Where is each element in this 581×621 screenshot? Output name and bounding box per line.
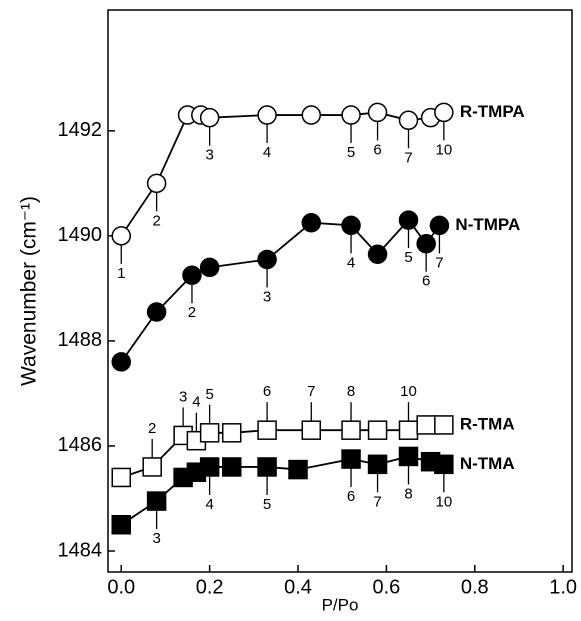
annotation: 2	[148, 420, 156, 437]
series-label: R-TMA	[460, 414, 515, 433]
marker	[199, 107, 220, 128]
annotation: 3	[179, 388, 187, 405]
marker	[146, 173, 167, 194]
marker	[146, 491, 167, 511]
marker	[182, 265, 202, 285]
annotation: 5	[263, 496, 271, 513]
annotation: 6	[347, 488, 355, 505]
marker	[434, 454, 454, 475]
y-tick-label: 1484	[58, 539, 103, 561]
marker	[416, 415, 436, 435]
marker	[301, 212, 322, 233]
marker	[367, 420, 388, 440]
x-tick-label: 0.6	[372, 576, 400, 598]
marker	[416, 233, 436, 254]
x-axis-label: P/Po	[322, 595, 359, 614]
marker	[398, 110, 419, 131]
marker	[301, 420, 322, 440]
marker	[257, 457, 277, 477]
annotation: 1	[117, 265, 125, 282]
annotation: 4	[263, 144, 271, 161]
marker	[341, 420, 361, 440]
annotation: 3	[152, 530, 160, 547]
marker	[288, 459, 308, 480]
marker	[199, 423, 220, 443]
annotation: 8	[347, 383, 355, 400]
annotation: 6	[263, 383, 271, 400]
marker	[398, 446, 419, 467]
annotation: 5	[404, 249, 412, 266]
series-line	[120, 111, 445, 237]
annotation: 8	[404, 485, 412, 502]
marker	[434, 415, 454, 435]
annotation: 7	[307, 383, 315, 400]
marker	[111, 226, 132, 246]
annotation: 2	[188, 304, 196, 321]
annotation: 7	[373, 493, 381, 510]
marker	[199, 257, 220, 278]
marker	[367, 244, 388, 264]
series-label: R-TMPA	[460, 102, 525, 121]
marker	[111, 352, 132, 372]
marker	[257, 105, 277, 125]
annotation: 3	[263, 288, 271, 305]
annotation: 6	[373, 141, 381, 158]
annotation: 4	[192, 394, 200, 411]
y-tick-label: 1490	[58, 224, 103, 246]
marker	[221, 423, 242, 443]
x-tick-label: 0.0	[107, 576, 135, 598]
marker	[367, 102, 388, 123]
y-tick-label: 1488	[58, 329, 103, 351]
marker	[341, 215, 361, 236]
annotation: 7	[435, 254, 443, 271]
annotation: 10	[436, 493, 453, 510]
marker	[434, 102, 454, 123]
series-line	[120, 424, 444, 479]
marker	[221, 457, 242, 477]
x-tick-label: 0.8	[461, 576, 489, 598]
annotation: 7	[404, 149, 412, 166]
marker	[199, 457, 220, 477]
annotation: 10	[436, 141, 453, 158]
annotation: 6	[422, 273, 430, 290]
marker	[257, 249, 277, 270]
annotation: 2	[152, 212, 160, 229]
x-tick-label: 1.0	[549, 576, 577, 598]
plot-frame	[107, 9, 573, 573]
marker	[341, 105, 361, 125]
series-label: N-TMA	[460, 454, 515, 473]
marker	[301, 105, 322, 125]
x-tick-label: 0.4	[284, 576, 312, 598]
annotation: 4	[205, 496, 213, 513]
marker	[398, 420, 419, 440]
marker	[146, 302, 167, 322]
annotation: 5	[347, 144, 355, 161]
series-line	[120, 218, 441, 363]
marker	[341, 449, 361, 469]
annotation: 10	[400, 383, 417, 400]
annotation: 3	[205, 147, 213, 164]
annotation: 5	[205, 386, 213, 403]
y-tick-label: 1486	[58, 434, 103, 456]
marker	[429, 215, 450, 236]
series-line	[120, 455, 445, 526]
y-tick-label: 1492	[58, 119, 103, 141]
y-axis-label: Wavenumber (cm⁻¹)	[18, 196, 41, 386]
x-tick-label: 0.2	[196, 576, 224, 598]
marker	[257, 420, 277, 440]
marker	[398, 210, 419, 230]
annotation: 4	[347, 254, 355, 271]
series-label: N-TMPA	[455, 215, 520, 234]
marker	[111, 514, 132, 535]
marker	[367, 454, 388, 475]
marker	[111, 467, 132, 488]
marker	[142, 457, 162, 477]
